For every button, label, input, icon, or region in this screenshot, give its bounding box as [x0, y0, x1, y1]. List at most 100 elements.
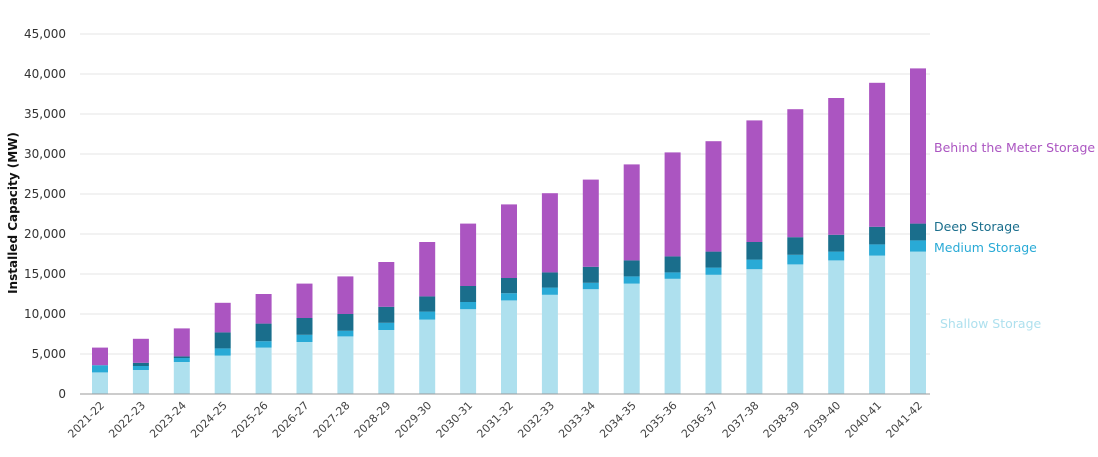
bar-deep-storage-2036-37: [705, 251, 722, 268]
bar-medium-storage-2026-27: [296, 334, 313, 342]
bar-shallow-storage-2034-35: [623, 283, 640, 394]
x-tick-label: 2034-35: [597, 399, 639, 441]
bar-behind-the-meter-storage-2033-34: [582, 179, 599, 267]
bar-medium-storage-2031-32: [501, 293, 517, 301]
bar-medium-storage-2035-36: [664, 272, 681, 279]
bar-medium-storage-2027-28: [337, 330, 354, 337]
x-tick-label: 2030-31: [434, 399, 476, 441]
legend-behind-the-meter-storage: Behind the Meter Storage: [934, 140, 1095, 155]
bar-medium-storage-2033-34: [582, 282, 599, 290]
x-tick-label: 2033-34: [556, 399, 598, 441]
y-tick-label: 20,000: [24, 227, 66, 241]
y-axis-ticks: 0 5,000 10,000 15,000 20,000 25,000 30,000 35,0…: [24, 27, 66, 401]
bar-medium-storage-2037-38: [746, 259, 763, 270]
y-tick-label: 5,000: [32, 347, 66, 361]
bar-deep-storage-2022-23: [132, 362, 149, 366]
bar-deep-storage-2023-24: [173, 356, 190, 358]
bar-medium-storage-2025-26: [255, 341, 272, 348]
legend-deep-storage: Deep Storage: [934, 219, 1020, 234]
bar-shallow-storage-2031-32: [501, 300, 517, 394]
bar-behind-the-meter-storage-2032-33: [541, 193, 558, 273]
bar-deep-storage-2025-26: [255, 323, 272, 342]
x-tick-label: 2024-25: [188, 399, 230, 441]
bar-behind-the-meter-storage-2028-29: [378, 262, 395, 307]
bar-shallow-storage-2040-41: [869, 255, 886, 394]
bar-medium-storage-2038-39: [787, 254, 804, 265]
y-tick-label: 45,000: [24, 27, 66, 41]
bar-behind-the-meter-storage-2026-27: [296, 283, 313, 318]
bars: [92, 68, 926, 394]
bar-medium-storage-2030-31: [460, 302, 477, 310]
bar-shallow-storage-2038-39: [787, 264, 804, 394]
x-tick-label: 2029-30: [393, 399, 435, 441]
bar-shallow-storage-2033-34: [582, 289, 599, 394]
bar-deep-storage-2039-40: [828, 234, 845, 252]
bar-deep-storage-2028-29: [378, 306, 395, 323]
bar-medium-storage-2034-35: [623, 276, 640, 284]
legend-shallow-storage: Shallow Storage: [940, 316, 1042, 331]
bar-behind-the-meter-storage-2029-30: [419, 242, 436, 297]
bar-behind-the-meter-storage-2034-35: [623, 164, 640, 261]
bar-shallow-storage-2025-26: [255, 347, 272, 394]
bar-behind-the-meter-storage-2021-22: [92, 347, 108, 366]
x-tick-label: 2026-27: [270, 399, 312, 441]
x-tick-label: 2021-22: [65, 399, 107, 441]
bar-behind-the-meter-storage-2031-32: [501, 204, 517, 278]
bar-shallow-storage-2030-31: [460, 309, 477, 394]
bar-deep-storage-2037-38: [746, 242, 763, 260]
bar-shallow-storage-2041-42: [910, 251, 926, 394]
bar-shallow-storage-2035-36: [664, 278, 681, 394]
bar-behind-the-meter-storage-2038-39: [787, 109, 804, 238]
x-tick-label: 2035-36: [638, 399, 680, 441]
bar-deep-storage-2033-34: [582, 266, 599, 283]
bar-deep-storage-2031-32: [501, 278, 517, 294]
bar-shallow-storage-2022-23: [132, 370, 149, 394]
x-tick-label: 2022-23: [106, 399, 148, 441]
bar-shallow-storage-2037-38: [746, 269, 763, 394]
bar-behind-the-meter-storage-2027-28: [337, 276, 354, 314]
bar-medium-storage-2040-41: [869, 244, 886, 256]
bar-shallow-storage-2032-33: [541, 294, 558, 394]
bar-behind-the-meter-storage-2039-40: [828, 98, 845, 235]
bar-behind-the-meter-storage-2024-25: [214, 302, 231, 333]
bar-deep-storage-2038-39: [787, 237, 804, 255]
x-tick-label: 2023-24: [147, 399, 189, 441]
bar-deep-storage-2034-35: [623, 260, 640, 277]
bar-shallow-storage-2036-37: [705, 274, 722, 394]
y-tick-label: 30,000: [24, 147, 66, 161]
y-tick-label: 10,000: [24, 307, 66, 321]
bar-deep-storage-2027-28: [337, 314, 354, 331]
bar-behind-the-meter-storage-2035-36: [664, 152, 681, 257]
bar-behind-the-meter-storage-2041-42: [910, 68, 926, 224]
y-tick-label: 25,000: [24, 187, 66, 201]
bar-deep-storage-2030-31: [460, 286, 477, 302]
bar-behind-the-meter-storage-2040-41: [869, 82, 886, 227]
bar-medium-storage-2022-23: [132, 366, 149, 370]
bar-medium-storage-2041-42: [910, 240, 926, 252]
bar-medium-storage-2032-33: [541, 287, 558, 295]
legend: Behind the Meter Storage Deep Storage Me…: [934, 140, 1095, 331]
bar-shallow-storage-2029-30: [419, 319, 436, 394]
bar-medium-storage-2036-37: [705, 267, 722, 275]
y-axis-label: Installed Capacity (MW): [6, 132, 20, 294]
bar-behind-the-meter-storage-2022-23: [132, 338, 149, 363]
x-tick-label: 2038-39: [761, 399, 803, 441]
bar-shallow-storage-2024-25: [214, 355, 231, 394]
bar-shallow-storage-2021-22: [92, 372, 108, 394]
bar-shallow-storage-2026-27: [296, 342, 313, 394]
bar-deep-storage-2032-33: [541, 272, 558, 288]
bar-deep-storage-2040-41: [869, 226, 886, 245]
x-tick-label: 2041-42: [883, 399, 925, 441]
y-tick-label: 0: [58, 387, 66, 401]
x-tick-label: 2037-38: [720, 399, 762, 441]
bar-shallow-storage-2028-29: [378, 330, 395, 394]
bar-shallow-storage-2023-24: [173, 362, 190, 394]
y-tick-label: 15,000: [24, 267, 66, 281]
legend-medium-storage: Medium Storage: [934, 240, 1037, 255]
bar-medium-storage-2029-30: [419, 311, 436, 320]
bar-behind-the-meter-storage-2023-24: [173, 328, 190, 357]
x-tick-label: 2032-33: [515, 399, 557, 441]
x-tick-label: 2040-41: [843, 399, 885, 441]
bar-medium-storage-2024-25: [214, 348, 231, 356]
